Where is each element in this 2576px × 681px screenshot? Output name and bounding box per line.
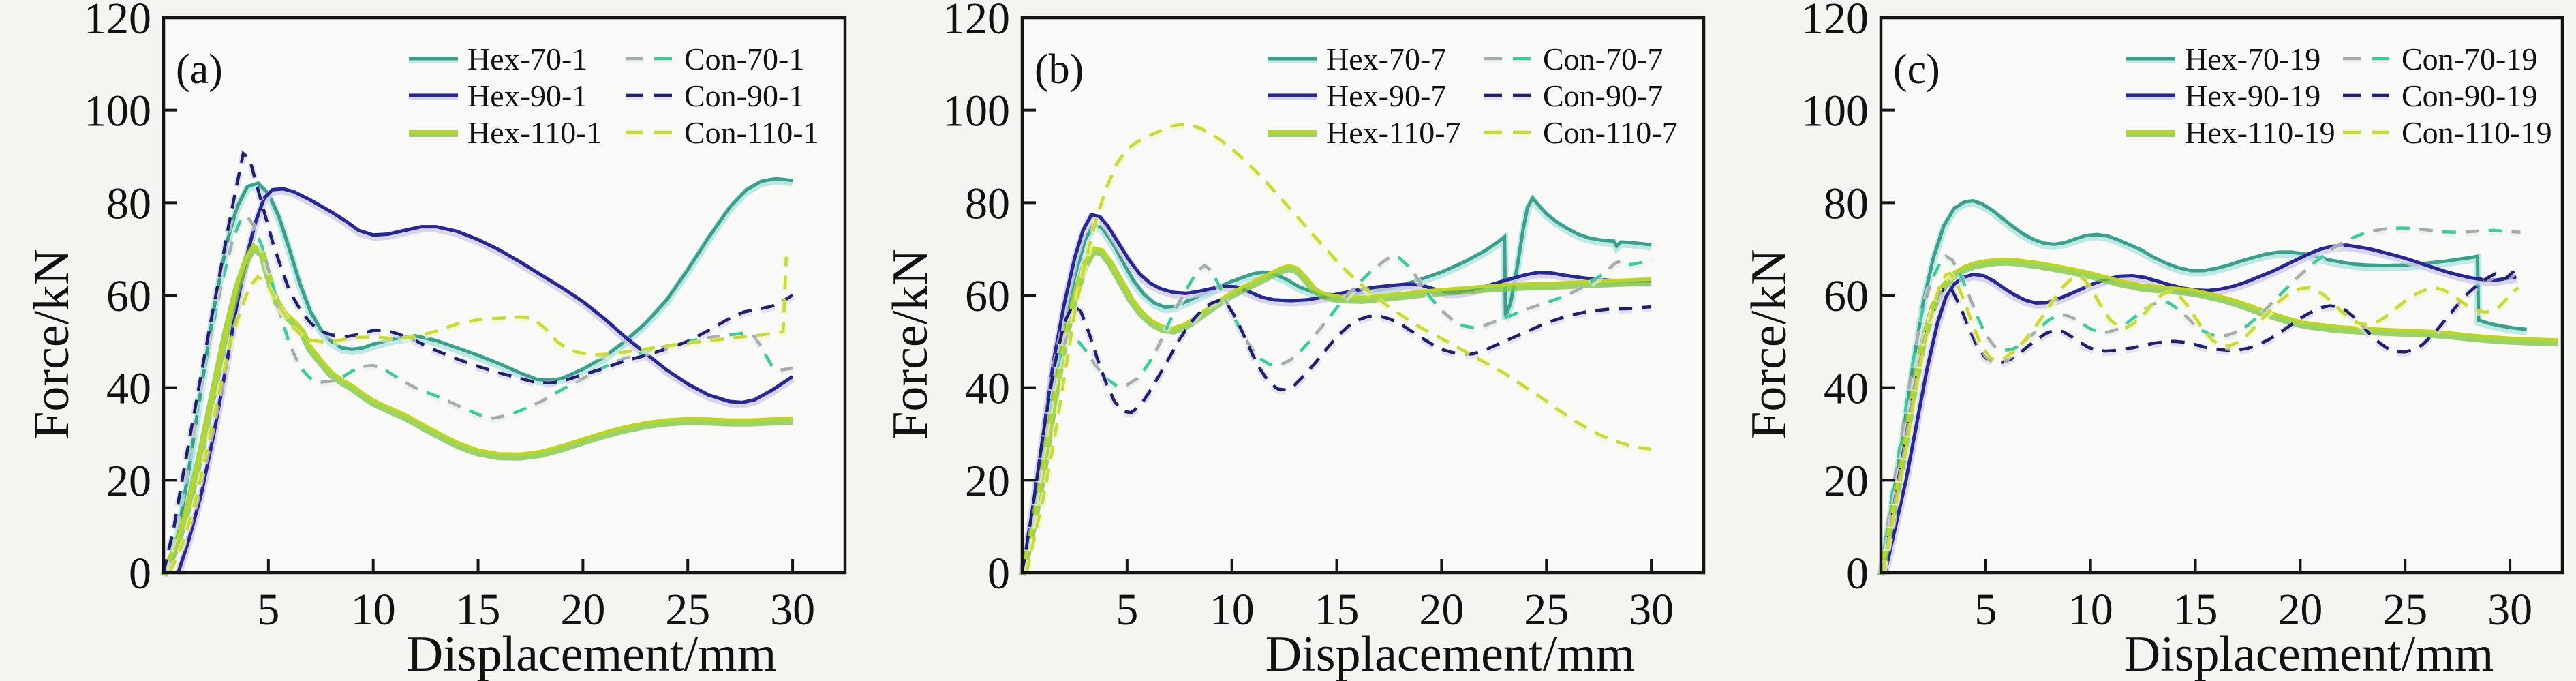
- x-axis-title: Displacement/mm: [1266, 626, 1636, 681]
- x-tick-label: 30: [770, 585, 815, 635]
- series-Con-110-7: [1025, 123, 1652, 573]
- y-tick-label: 100: [1801, 87, 1869, 136]
- series-glow-Hex-90-7: [1018, 212, 1652, 575]
- y-tick-label: 120: [84, 0, 151, 44]
- x-tick-label: 20: [560, 585, 605, 635]
- legend-label: Hex-90-7: [1326, 78, 1446, 113]
- panel-label: (c): [1893, 46, 1940, 93]
- series-Con-70-7: [1020, 254, 1652, 573]
- y-tick-label: 120: [1801, 0, 1869, 44]
- chart-svg-c: 5 10 15 20 25 30 0 20 40 60 80 100 120 Displacement/m…: [1741, 0, 2564, 681]
- series-alt-Con-70-7: [1020, 254, 1652, 573]
- y-tick-label: 120: [942, 0, 1010, 44]
- y-tick-label: 60: [1824, 271, 1869, 321]
- x-tick-label: 30: [1629, 585, 1674, 635]
- chart-panel-a: 5 10 15 20 25 30 0 20 40 60 80 100 120 Displacement/m…: [0, 0, 859, 681]
- x-tick-label: 20: [1419, 585, 1464, 635]
- panel-label: (a): [176, 46, 223, 93]
- x-tick-label: 15: [1315, 585, 1360, 635]
- series-alt-Con-70-19: [1879, 226, 2521, 573]
- series-Hex-110-1: [162, 243, 793, 574]
- legend-label: Hex-90-1: [467, 78, 587, 113]
- x-tick-label: 10: [1210, 585, 1255, 635]
- x-tick-label: 10: [351, 585, 396, 635]
- x-tick-label: 5: [1116, 585, 1138, 635]
- chart-panel-b: 5 10 15 20 25 30 0 20 40 60 80 100 120 Displacement/m…: [859, 0, 1717, 681]
- series-Con-90-7: [1020, 299, 1652, 573]
- legend-label: Con-90-19: [2402, 78, 2537, 113]
- chart-svg-a: 5 10 15 20 25 30 0 20 40 60 80 100 120 Displacement/m…: [24, 0, 847, 681]
- y-tick-label: 40: [106, 364, 151, 414]
- series-Con-110-19: [1881, 271, 2519, 573]
- legend-label: Hex-110-7: [1326, 115, 1461, 150]
- y-axis-title: Force/kN: [883, 249, 938, 440]
- legend-label: Con-90-7: [1543, 78, 1663, 113]
- legend-label: Hex-90-19: [2185, 78, 2320, 113]
- x-tick-label: 20: [2278, 585, 2322, 635]
- x-axis-title: Displacement/mm: [407, 626, 777, 681]
- legend-label: Con-90-1: [684, 78, 804, 113]
- series-Con-70-19: [1879, 226, 2521, 573]
- y-tick-label: 20: [1824, 456, 1869, 506]
- y-axis-title: Force/kN: [24, 249, 80, 440]
- x-tick-label: 25: [2382, 585, 2427, 635]
- legend-label: Con-110-1: [684, 115, 819, 150]
- y-tick-label: 40: [1824, 364, 1869, 414]
- legend-label: Hex-70-1: [467, 42, 587, 76]
- x-tick-label: 25: [1524, 585, 1569, 635]
- y-tick-label: 80: [1824, 179, 1869, 228]
- series-Con-110-1: [168, 256, 788, 573]
- y-tick-label: 40: [965, 364, 1010, 414]
- series-glow-Hex-110-7: [1018, 246, 1652, 577]
- legend-label: Con-110-19: [2402, 115, 2552, 150]
- y-tick-label: 80: [965, 179, 1010, 228]
- x-tick-label: 15: [2173, 585, 2218, 635]
- y-tick-label: 60: [106, 271, 151, 321]
- series-Hex-110-7: [1020, 245, 1652, 573]
- series-Hex-90-7: [1020, 213, 1652, 573]
- y-tick-label: 100: [84, 87, 151, 136]
- series-Hex-90-1: [177, 187, 794, 573]
- y-tick-label: 100: [942, 87, 1010, 136]
- x-tick-label: 5: [1974, 585, 1997, 635]
- y-tick-label: 0: [129, 549, 151, 599]
- legend-label: Con-110-7: [1543, 115, 1678, 150]
- y-tick-label: 0: [987, 549, 1010, 599]
- y-tick-label: 0: [1846, 549, 1869, 599]
- x-tick-label: 10: [2068, 585, 2113, 635]
- x-tick-label: 30: [2487, 585, 2532, 635]
- y-tick-label: 20: [106, 456, 151, 506]
- panel-label: (b): [1034, 46, 1084, 93]
- chart-panel-c: 5 10 15 20 25 30 0 20 40 60 80 100 120 Displacement/m…: [1717, 0, 2576, 681]
- x-axis-title: Displacement/mm: [2124, 626, 2494, 681]
- y-axis-title: Force/kN: [1741, 249, 1797, 440]
- legend-label: Con-70-19: [2402, 42, 2537, 76]
- y-tick-label: 20: [965, 456, 1010, 506]
- legend-label: Hex-110-19: [2185, 115, 2335, 150]
- x-tick-label: 15: [456, 585, 501, 635]
- x-tick-label: 5: [257, 585, 279, 635]
- legend-label: Con-70-7: [1543, 42, 1663, 76]
- legend-label: Con-70-1: [684, 42, 804, 76]
- legend-label: Hex-70-7: [1326, 42, 1446, 76]
- chart-svg-b: 5 10 15 20 25 30 0 20 40 60 80 100 120 Displacement/m…: [883, 0, 1706, 681]
- y-tick-label: 60: [965, 271, 1010, 321]
- legend-label: Hex-70-19: [2185, 42, 2320, 76]
- y-tick-label: 80: [106, 179, 151, 228]
- x-tick-label: 25: [665, 585, 710, 635]
- legend-label: Hex-110-1: [467, 115, 602, 150]
